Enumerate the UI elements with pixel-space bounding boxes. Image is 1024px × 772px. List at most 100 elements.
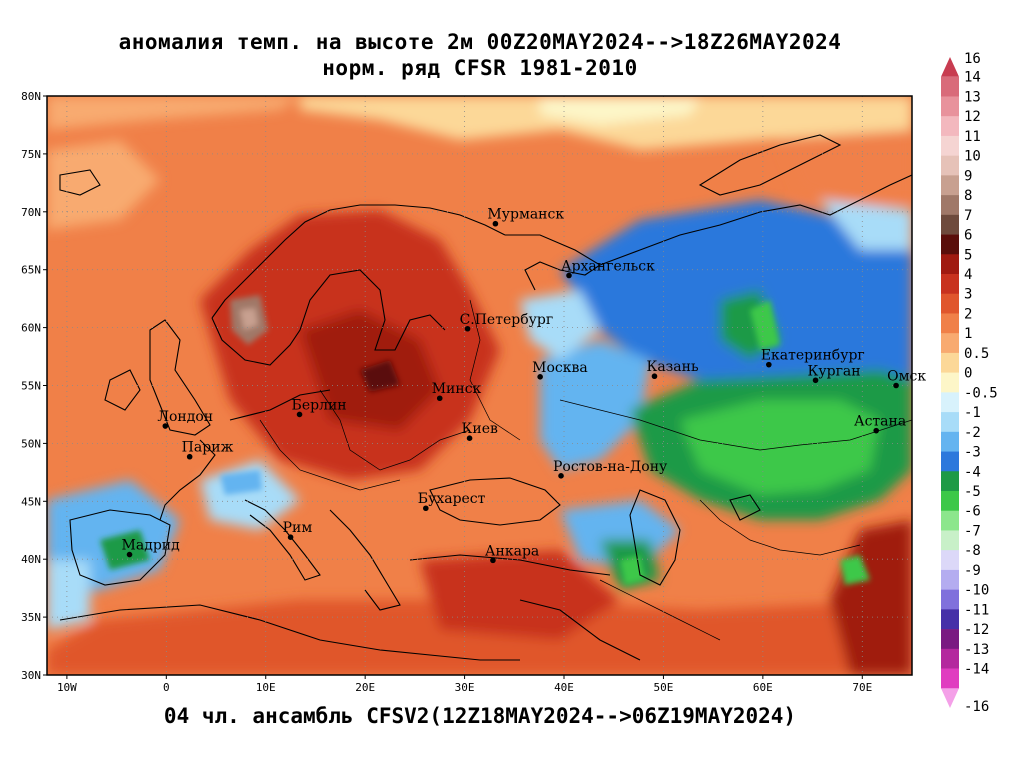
- map-subtitle: норм. ряд CFSR 1981-2010: [322, 56, 638, 80]
- city-dot: [162, 423, 169, 429]
- city-dot: [287, 534, 294, 540]
- colorbar-swatch: [941, 530, 959, 551]
- city-label: Курган: [808, 363, 861, 379]
- mediterranean-south: [47, 600, 912, 675]
- colorbar-swatch: [941, 412, 959, 433]
- colorbar-label: 0: [964, 366, 972, 382]
- colorbar-label: -2: [964, 425, 981, 441]
- longitude-ticks: 10W 0 10E 20E 30E 40E 50E 60E 70E: [57, 675, 872, 694]
- colorbar-label: -16: [964, 699, 989, 715]
- colorbar-label: 8: [964, 188, 972, 204]
- city-label: Анкара: [485, 543, 539, 559]
- city-label: Казань: [646, 359, 698, 375]
- colorbar-label: -13: [964, 642, 989, 658]
- lat-tick-label: 45N: [21, 495, 41, 508]
- colorbar-swatch: [941, 668, 959, 689]
- colorbar-swatch: [941, 195, 959, 216]
- colorbar-swatch: [941, 471, 959, 492]
- colorbar-label: 12: [964, 109, 981, 125]
- city-dot: [423, 505, 429, 512]
- city-dot: [537, 374, 543, 380]
- colorbar-label: -14: [964, 662, 989, 678]
- colorbar-label: 7: [964, 208, 972, 224]
- colorbar-swatch: [941, 352, 959, 373]
- city-label: Рим: [283, 520, 313, 536]
- latitude-ticks: 30N 35N 40N 45N 50N 55N 60N 65N 70N 75N 80N: [21, 90, 47, 682]
- city-label: Ростов-на-Дону: [553, 459, 668, 475]
- colorbar-swatch: [941, 214, 959, 235]
- colorbar-swatch: [941, 688, 959, 708]
- city-label: Берлин: [292, 397, 347, 413]
- colorbar-swatch: [941, 76, 959, 97]
- lon-tick-label: 0: [163, 681, 170, 694]
- city-dot: [464, 325, 471, 332]
- colorbar-swatch: [941, 313, 959, 334]
- lat-tick-label: 35N: [21, 611, 41, 624]
- colorbar-swatch: [941, 451, 959, 472]
- colorbar-swatch: [941, 333, 959, 354]
- lat-tick-label: 70N: [21, 206, 41, 219]
- city-dot: [766, 361, 772, 368]
- city-label: Лондон: [157, 409, 213, 425]
- lon-tick-label: 10E: [256, 681, 276, 694]
- city-dot: [651, 373, 658, 380]
- city-dot: [873, 427, 880, 434]
- colorbar-label: -10: [964, 583, 989, 599]
- city-dot: [186, 453, 193, 460]
- colorbar-label: 11: [964, 129, 981, 145]
- colorbar-swatch: [941, 648, 959, 669]
- city-label: Париж: [182, 440, 234, 456]
- lat-tick-label: 60N: [21, 322, 41, 335]
- colorbar-swatch: [941, 175, 959, 196]
- city-label: Мурманск: [487, 207, 564, 223]
- city-dot: [296, 411, 303, 418]
- colorbar-label: -8: [964, 543, 981, 559]
- grid-lines: [47, 96, 912, 675]
- colorbar-swatch: [941, 274, 959, 295]
- colorbar-label: 13: [964, 89, 981, 105]
- colorbar-label: -9: [964, 563, 981, 579]
- colorbar-swatch: [941, 372, 959, 393]
- city-dot: [558, 473, 564, 479]
- city-dot: [893, 382, 899, 389]
- colorbar-swatch: [941, 569, 959, 590]
- city-dot: [812, 377, 819, 384]
- colorbar-label: 6: [964, 228, 972, 244]
- colorbar-label: -7: [964, 523, 981, 539]
- city-label: Москва: [532, 360, 588, 376]
- colorbar-label: 3: [964, 287, 972, 303]
- colorbar-swatch: [941, 254, 959, 275]
- lat-tick-label: 55N: [21, 380, 41, 393]
- lon-tick-label: 20E: [355, 681, 375, 694]
- colorbar-label: -5: [964, 484, 981, 500]
- colorbar-swatch: [941, 135, 959, 156]
- colorbar-label: 1: [964, 326, 972, 342]
- lon-tick-label: 70E: [852, 681, 872, 694]
- lat-tick-label: 65N: [21, 264, 41, 277]
- city-dot: [566, 272, 572, 279]
- city-label: Бухарест: [418, 491, 486, 507]
- colorbar-swatch: [941, 234, 959, 255]
- colorbar-swatch: [941, 392, 959, 413]
- colorbar-swatch: [941, 609, 959, 630]
- colorbar-label: -4: [964, 464, 981, 480]
- siberia-north: [820, 200, 912, 250]
- ensemble-footer: 04 чл. ансамбль CFSV2(12Z18MAY2024-->06Z…: [163, 704, 797, 728]
- colorbar-swatch: [941, 510, 959, 531]
- city-dot: [490, 557, 496, 564]
- colorbar-label: -1: [964, 405, 981, 421]
- colorbar-label: 9: [964, 168, 972, 184]
- colorbar-swatch: [941, 629, 959, 650]
- city-label: С.Петербург: [460, 312, 554, 328]
- colorbar-label: -6: [964, 504, 981, 520]
- city-markers: Мурманск Архангельск С.Петербург Москва Каза…: [122, 207, 926, 564]
- colorbar-swatch: [941, 293, 959, 314]
- colorbar: 16 14 13 12 11 10 9 8 7 6 5 4 3 2 1 0.5 0 -0.5 -1 -2 -3 -4 -5 -…: [941, 51, 998, 715]
- colorbar-label: 4: [964, 267, 972, 283]
- colorbar-swatch: [941, 155, 959, 176]
- city-label: Архангельск: [561, 258, 655, 274]
- colorbar-label: 16: [964, 51, 981, 67]
- colorbar-swatch: [941, 57, 959, 77]
- map-title: аномалия темп. на высоте 2м 00Z20MAY2024…: [118, 30, 842, 54]
